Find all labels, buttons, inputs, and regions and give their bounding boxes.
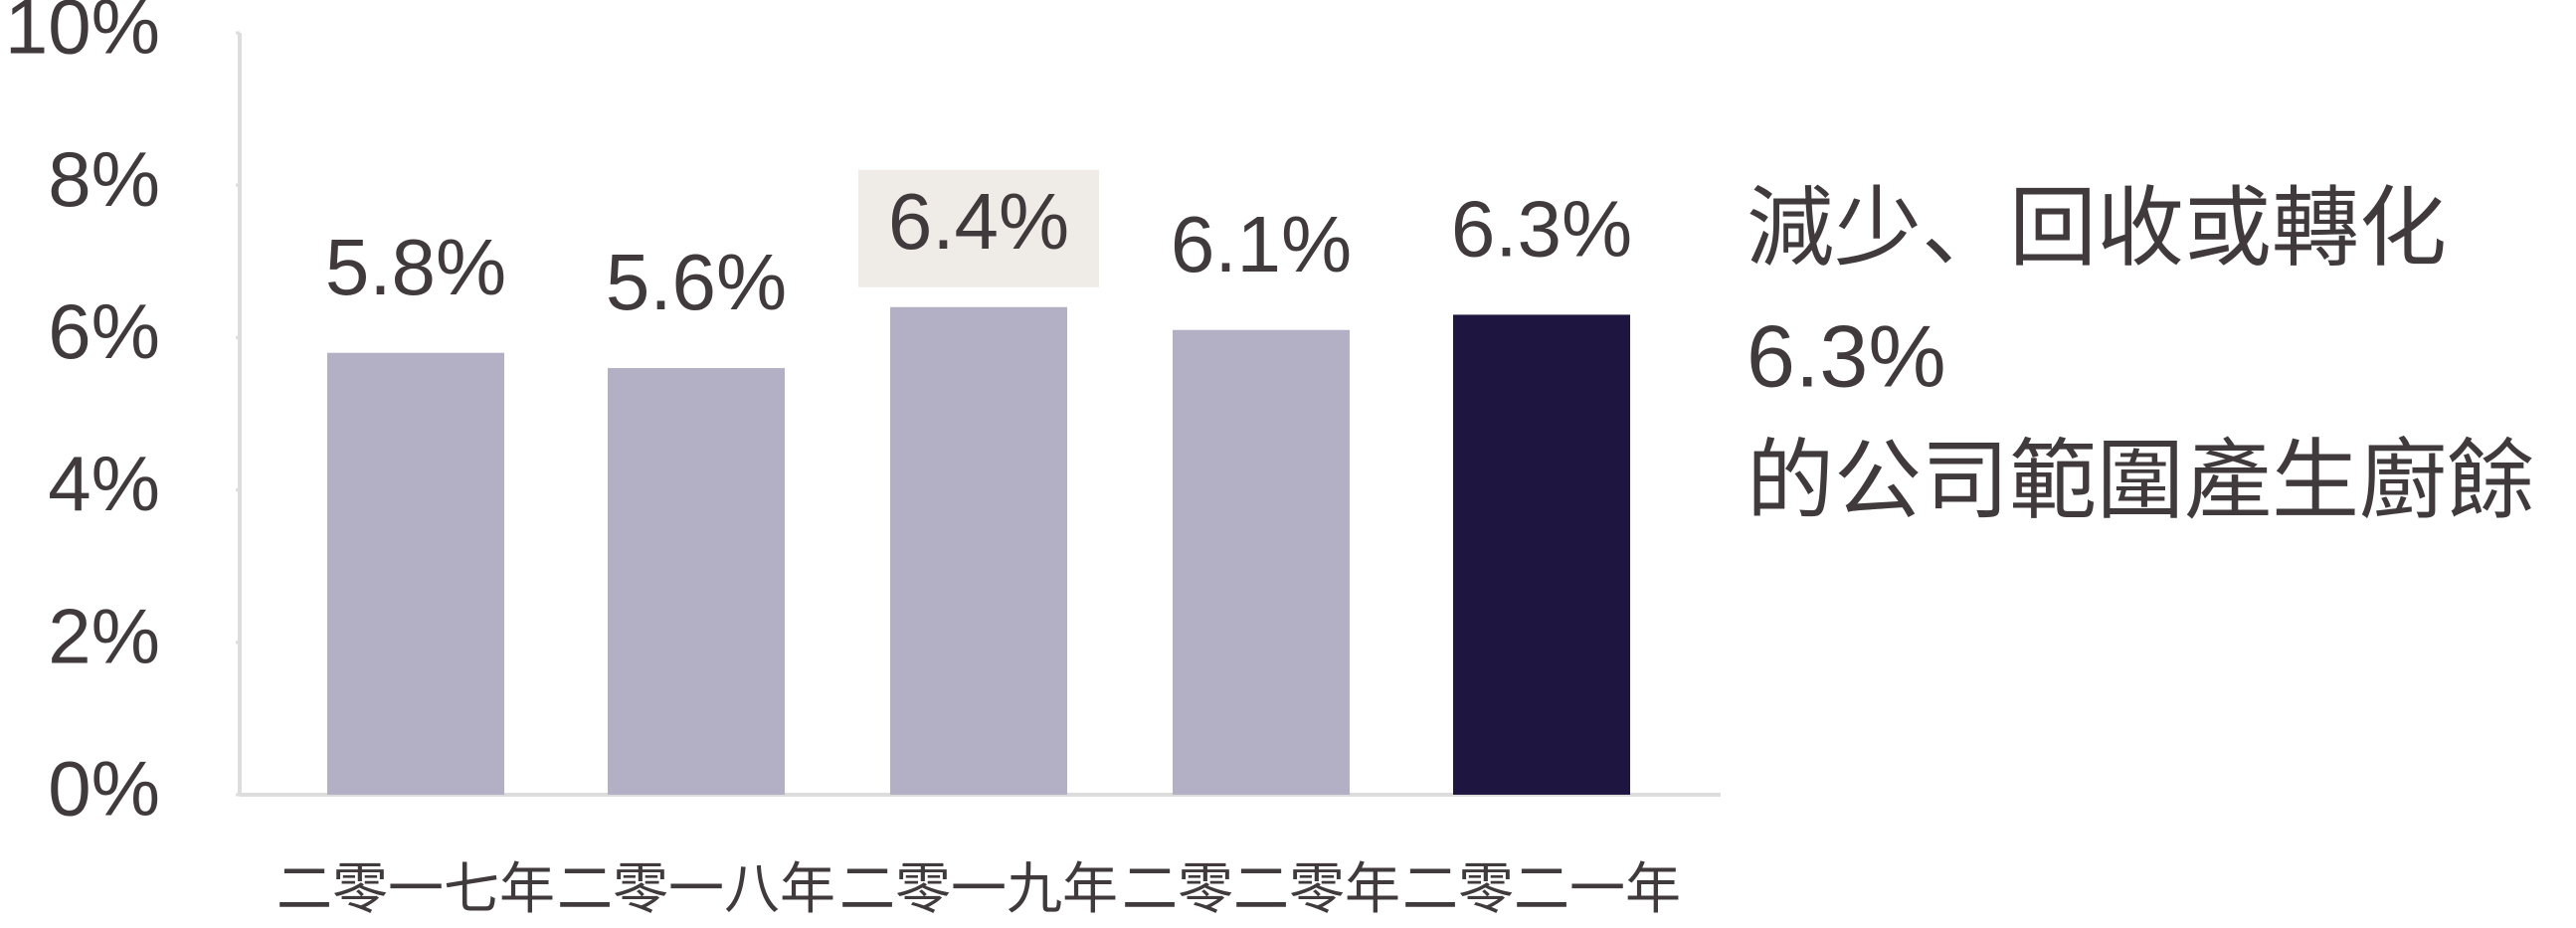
annotation: 減少、回收或轉化 — [1747, 178, 2447, 277]
y-tick-label: 6% — [48, 287, 160, 375]
value-label: 6.1% — [1171, 200, 1352, 288]
annotation: 6.3% — [1747, 306, 1946, 405]
value-label: 6.3% — [1451, 185, 1632, 274]
bar — [890, 306, 1067, 795]
value-label: 6.4% — [888, 177, 1069, 266]
y-tick-label: 10% — [5, 0, 160, 71]
y-tick-label: 8% — [48, 135, 160, 223]
value-label-box — [858, 169, 1099, 287]
y-tick-label: 0% — [48, 745, 160, 833]
value-label: 5.6% — [606, 238, 787, 326]
y-tick-label: 4% — [48, 440, 160, 527]
x-tick-label: 二零二一年 — [1402, 857, 1681, 920]
y-tick-label: 2% — [48, 592, 160, 679]
bar — [1173, 329, 1350, 795]
x-tick-label: 二零一九年 — [839, 857, 1118, 920]
bar — [608, 368, 785, 795]
x-tick-label: 二零一八年 — [557, 857, 835, 920]
annotation: 的公司範圍產生廚餘 — [1747, 431, 2534, 529]
x-tick-label: 二零二零年 — [1122, 857, 1400, 920]
x-tick-label: 二零一七年 — [276, 857, 555, 920]
bar — [327, 352, 504, 795]
value-label: 5.8% — [325, 223, 506, 311]
bar — [1453, 314, 1630, 795]
